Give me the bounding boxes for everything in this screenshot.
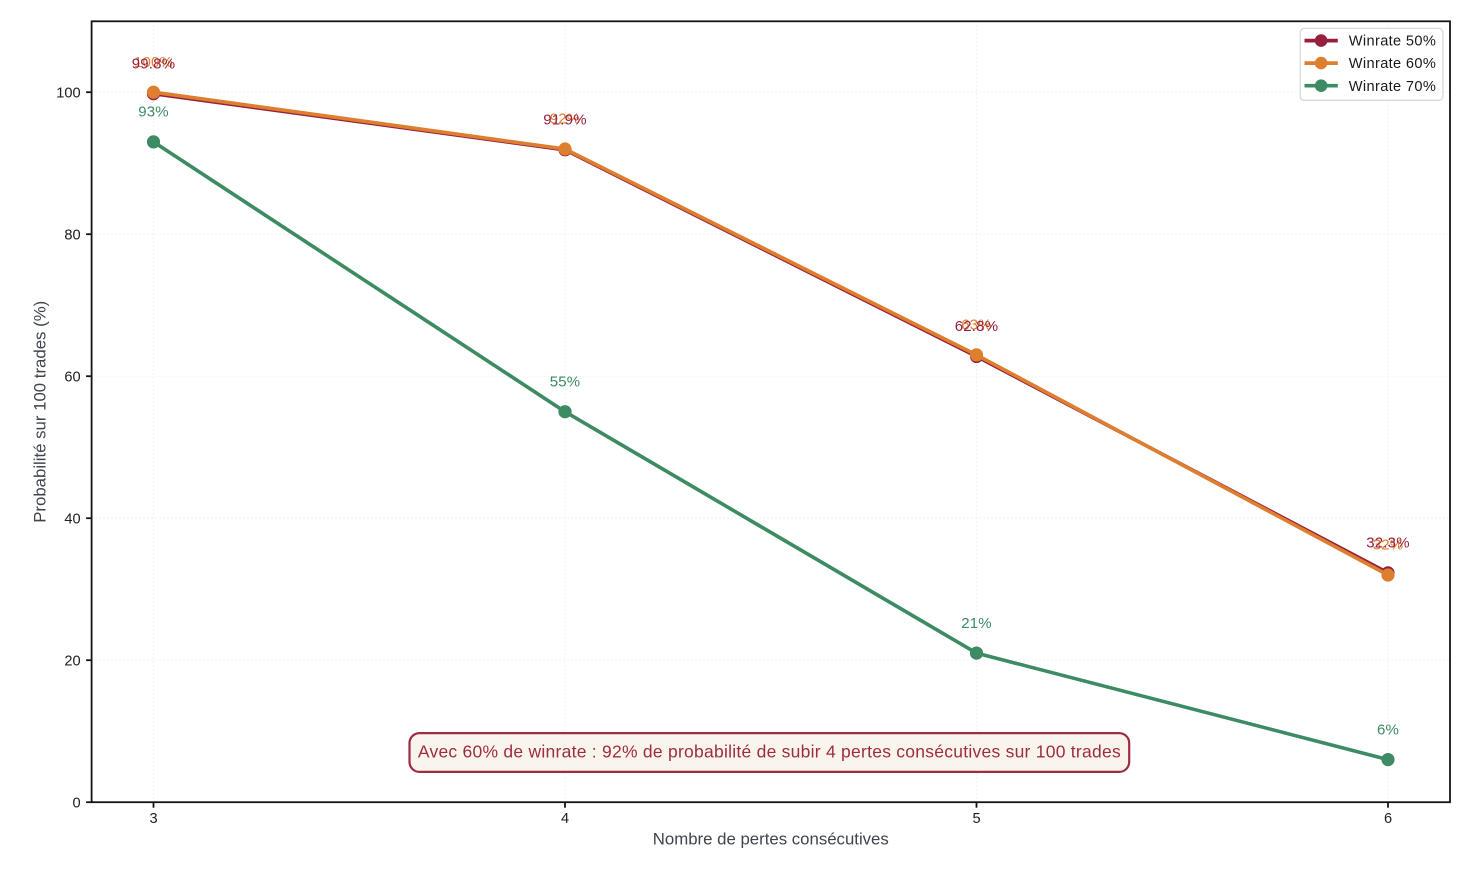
svg-text:5: 5 bbox=[972, 811, 980, 827]
svg-text:21%: 21% bbox=[961, 615, 992, 632]
svg-text:91.9%: 91.9% bbox=[543, 112, 587, 129]
svg-text:0: 0 bbox=[72, 795, 80, 811]
svg-text:40: 40 bbox=[64, 511, 80, 527]
svg-text:6: 6 bbox=[1384, 811, 1392, 827]
svg-text:63%: 63% bbox=[961, 317, 992, 334]
svg-text:6%: 6% bbox=[1377, 721, 1399, 738]
svg-text:99.8%: 99.8% bbox=[132, 55, 176, 72]
svg-text:62.8%: 62.8% bbox=[955, 318, 999, 335]
svg-text:Nombre de pertes consécutives: Nombre de pertes consécutives bbox=[653, 829, 889, 848]
svg-text:100: 100 bbox=[56, 85, 80, 101]
svg-text:80: 80 bbox=[64, 227, 80, 243]
svg-text:100%: 100% bbox=[134, 54, 173, 71]
svg-text:20: 20 bbox=[64, 653, 80, 669]
svg-text:32.3%: 32.3% bbox=[1366, 535, 1410, 552]
svg-text:Avec 60% de winrate : 92% de p: Avec 60% de winrate : 92% de probabilité… bbox=[418, 742, 1121, 762]
svg-text:4: 4 bbox=[561, 811, 569, 827]
svg-text:Probabilité sur 100 trades (%): Probabilité sur 100 trades (%) bbox=[31, 301, 50, 523]
svg-text:Winrate 60%: Winrate 60% bbox=[1349, 56, 1436, 72]
svg-text:Winrate 70%: Winrate 70% bbox=[1349, 79, 1436, 95]
svg-text:55%: 55% bbox=[550, 373, 581, 390]
svg-text:Winrate 50%: Winrate 50% bbox=[1349, 34, 1436, 50]
svg-text:60: 60 bbox=[64, 369, 80, 385]
svg-text:3: 3 bbox=[149, 811, 157, 827]
svg-text:92%: 92% bbox=[550, 111, 581, 128]
svg-text:93%: 93% bbox=[138, 104, 169, 121]
svg-text:32%: 32% bbox=[1373, 537, 1404, 554]
